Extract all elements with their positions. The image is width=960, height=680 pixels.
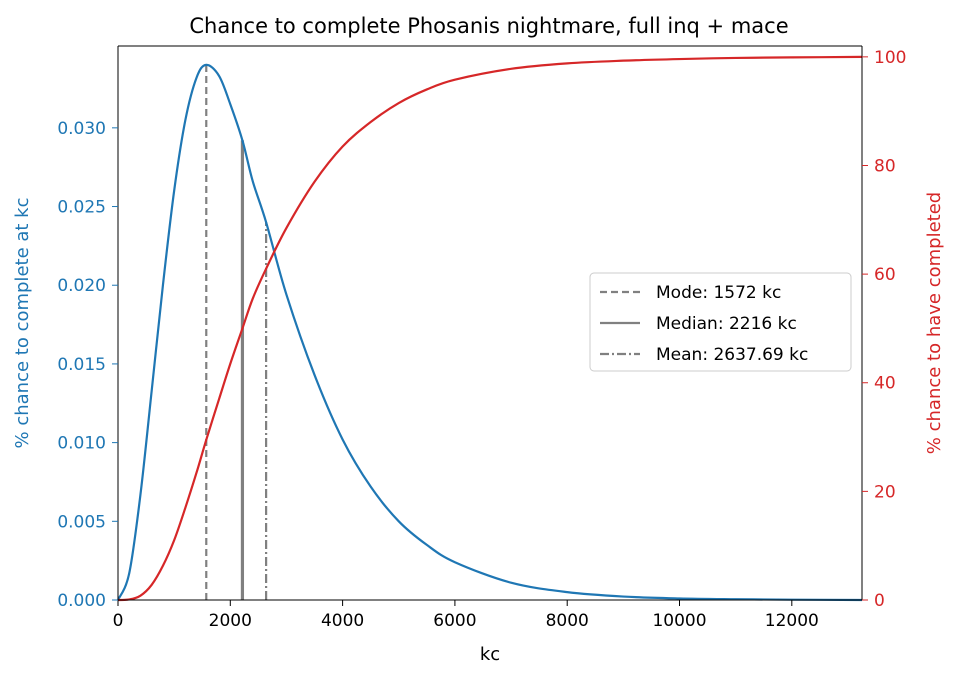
y-left-tick-label: 0.025 bbox=[57, 198, 106, 218]
x-tick-label: 4000 bbox=[321, 611, 364, 631]
y-right-tick-label: 100 bbox=[874, 48, 906, 68]
x-tick-label: 12000 bbox=[765, 611, 819, 631]
series-line-left bbox=[116, 63, 863, 602]
y-right-tick-label: 80 bbox=[874, 156, 896, 176]
legend-label: Median: 2216 kc bbox=[656, 314, 797, 334]
chart-title: Chance to complete Phosanis nightmare, f… bbox=[189, 14, 788, 38]
series-line-right bbox=[117, 55, 863, 602]
x-tick-label: 2000 bbox=[209, 611, 252, 631]
x-axis-ticks: 0 2000 4000 6000 8000 10000 12000 bbox=[113, 600, 819, 631]
y-left-tick-label: 0.000 bbox=[57, 591, 106, 611]
y-right-tick-label: 0 bbox=[874, 591, 885, 611]
x-tick-label: 10000 bbox=[652, 611, 706, 631]
y-right-tick-label: 60 bbox=[874, 265, 896, 285]
x-axis-label: kc bbox=[480, 644, 500, 665]
y-left-tick-label: 0.020 bbox=[57, 276, 106, 296]
x-tick-label: 0 bbox=[113, 611, 124, 631]
y-left-tick-label: 0.010 bbox=[57, 434, 106, 454]
y-right-tick-label: 40 bbox=[874, 374, 896, 394]
y-right-axis-ticks: 0 20 40 60 80 100 bbox=[862, 48, 906, 611]
y-right-axis-label: % chance to have completed bbox=[924, 192, 945, 454]
x-tick-label: 8000 bbox=[546, 611, 589, 631]
legend-label: Mean: 2637.69 kc bbox=[656, 345, 808, 365]
plot-frame bbox=[117, 45, 863, 601]
legend-items: Mode: 1572 kc Median: 2216 kc Mean: 2637.6… bbox=[600, 283, 808, 365]
y-left-axis-ticks: 0.000 0.005 0.010 0.015 0.020 0.025 0.030 bbox=[57, 119, 118, 611]
y-left-axis-label: % chance to complete at kc bbox=[12, 198, 33, 449]
legend-label: Mode: 1572 kc bbox=[656, 283, 781, 303]
y-left-tick-label: 0.015 bbox=[57, 355, 106, 375]
marker-lines bbox=[205, 64, 268, 600]
y-left-tick-label: 0.030 bbox=[57, 119, 106, 139]
x-tick-label: 6000 bbox=[433, 611, 476, 631]
legend-box bbox=[589, 272, 852, 372]
legend: Mode: 1572 kc Median: 2216 kc Mean: 2637.6… bbox=[589, 272, 852, 372]
series-lines bbox=[116, 55, 863, 602]
y-right-tick-label: 20 bbox=[874, 482, 896, 502]
y-left-tick-label: 0.005 bbox=[57, 512, 106, 532]
